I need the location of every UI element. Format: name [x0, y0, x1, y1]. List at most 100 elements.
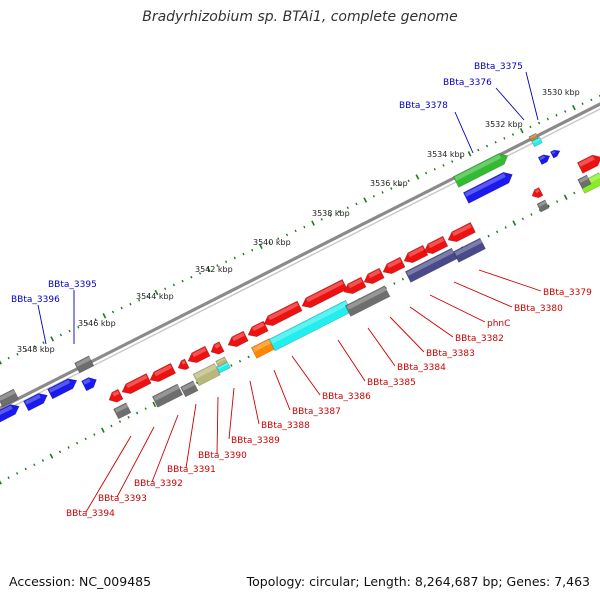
gene-arrow-forward [23, 393, 48, 412]
gene-label-reverse[interactable]: BBta_3383 [426, 349, 475, 359]
gene-arrow-reverse-highlight [534, 188, 540, 194]
ruler-tick [268, 241, 271, 244]
gene-arrow-reverse-highlight [126, 374, 148, 389]
ruler-tick [590, 98, 593, 102]
lower-tick [144, 407, 147, 410]
lower-tick [401, 277, 405, 281]
ruler-tick [303, 225, 306, 229]
lower-tick [127, 415, 130, 419]
leader-line [454, 111, 474, 154]
label-leader-lines [37, 71, 542, 513]
ruler-tick [381, 191, 384, 194]
ruler-tick [477, 148, 480, 152]
ruler-tick [571, 104, 576, 111]
gene-label-forward[interactable]: BBta_3376 [443, 78, 492, 88]
gene-label-reverse[interactable]: BBta_3382 [455, 334, 504, 344]
gene-arrow-forward-highlight [0, 405, 13, 416]
gene-label-reverse[interactable]: BBta_3386 [322, 392, 371, 402]
lower-tick [238, 359, 242, 363]
ruler-tick [24, 349, 28, 352]
ruler-tick [111, 310, 115, 314]
gene-label-reverse[interactable]: BBta_3385 [367, 378, 416, 388]
ruler-label: 3546 kbp [78, 319, 116, 328]
lower-tick [100, 427, 105, 433]
gene-arrow-forward [0, 404, 20, 423]
gene-box [192, 362, 221, 387]
gene-arrow-forward-highlight [539, 155, 546, 160]
gene-arrow-forward-highlight [24, 394, 41, 405]
gene-arrow-forward-highlight [578, 155, 595, 167]
gene-features [0, 132, 600, 423]
gene-box-highlight [346, 286, 387, 310]
leader-line [453, 281, 513, 308]
lower-tick [393, 282, 396, 285]
lower-tick [538, 208, 542, 212]
gene-arrow-reverse [108, 388, 124, 403]
backbone-upper [0, 102, 600, 410]
leader-line [249, 380, 260, 425]
lower-tick [84, 437, 87, 441]
gene-label-reverse[interactable]: BBta_3379 [543, 288, 592, 298]
gene-label-reverse[interactable]: BBta_3380 [514, 304, 563, 314]
gene-arrow-reverse-highlight [232, 332, 245, 342]
ruler-tick [329, 214, 332, 217]
ruler-tick [224, 260, 228, 264]
gene-arrow-reverse [247, 320, 269, 338]
lower-tick [230, 364, 233, 367]
lower-tick [521, 217, 525, 221]
gene-arrow-reverse [363, 267, 385, 285]
ruler-tick [206, 266, 211, 273]
gene-label-reverse[interactable]: BBta_3389 [231, 436, 280, 446]
gene-label-forward[interactable]: BBta_3395 [48, 280, 97, 290]
gene-box-highlight [579, 175, 589, 183]
gene-label-reverse[interactable]: BBta_3384 [397, 363, 446, 373]
gene-label-reverse[interactable]: BBta_3394 [66, 509, 115, 519]
gene-arrow-reverse-highlight [408, 246, 425, 258]
gene-box [536, 199, 550, 213]
gene-label-forward[interactable]: BBta_3375 [474, 62, 523, 72]
gene-label-forward[interactable]: BBta_3396 [11, 295, 60, 305]
leader-line [409, 306, 454, 338]
gene-arrow-reverse [263, 300, 303, 327]
lower-tick [67, 446, 70, 449]
ruler-tick [50, 336, 55, 342]
gene-box-highlight [533, 138, 541, 144]
gene-label-forward[interactable]: BBta_3378 [399, 101, 448, 111]
gene-box [528, 132, 539, 142]
gene-arrow-forward [549, 149, 561, 159]
ruler-tick [467, 151, 472, 157]
gene-label-reverse[interactable]: BBta_3387 [292, 407, 341, 417]
gene-label-reverse[interactable]: BBta_3393 [98, 494, 147, 504]
ruler-tick [216, 264, 219, 267]
ruler-tick [172, 283, 176, 287]
gene-arrow-reverse [187, 345, 211, 364]
gene-label-reverse[interactable]: phnC [487, 319, 510, 329]
gene-box [531, 136, 543, 148]
ruler-tick [146, 295, 149, 298]
leader-line [116, 426, 155, 498]
ruler-ticks [0, 94, 600, 365]
ruler-tick [294, 229, 297, 233]
lower-tick [384, 286, 387, 290]
gene-arrow-forward-highlight [551, 151, 556, 155]
gene-arrow-reverse-highlight [452, 223, 472, 237]
gene-arrow-reverse [210, 341, 225, 355]
ruler-tick [555, 113, 558, 117]
ruler-tick [68, 329, 71, 333]
gene-box [452, 237, 486, 263]
ruler-tick [16, 352, 19, 356]
ruler-tick [494, 141, 497, 144]
gene-label-reverse[interactable]: BBta_3391 [167, 465, 216, 475]
gene-arrow-reverse-highlight [428, 237, 445, 249]
gene-label-reverse[interactable]: BBta_3390 [198, 451, 247, 461]
gene-arrow-reverse [423, 235, 449, 255]
gene-label-reverse[interactable]: BBta_3388 [261, 421, 310, 431]
ruler-tick [137, 298, 141, 302]
leader-line [151, 414, 179, 483]
gene-label-reverse[interactable]: BBta_3392 [134, 479, 183, 489]
ruler-tick [459, 156, 463, 160]
gene-arrow-forward [537, 154, 551, 166]
gene-arrow-reverse-highlight [181, 360, 186, 365]
